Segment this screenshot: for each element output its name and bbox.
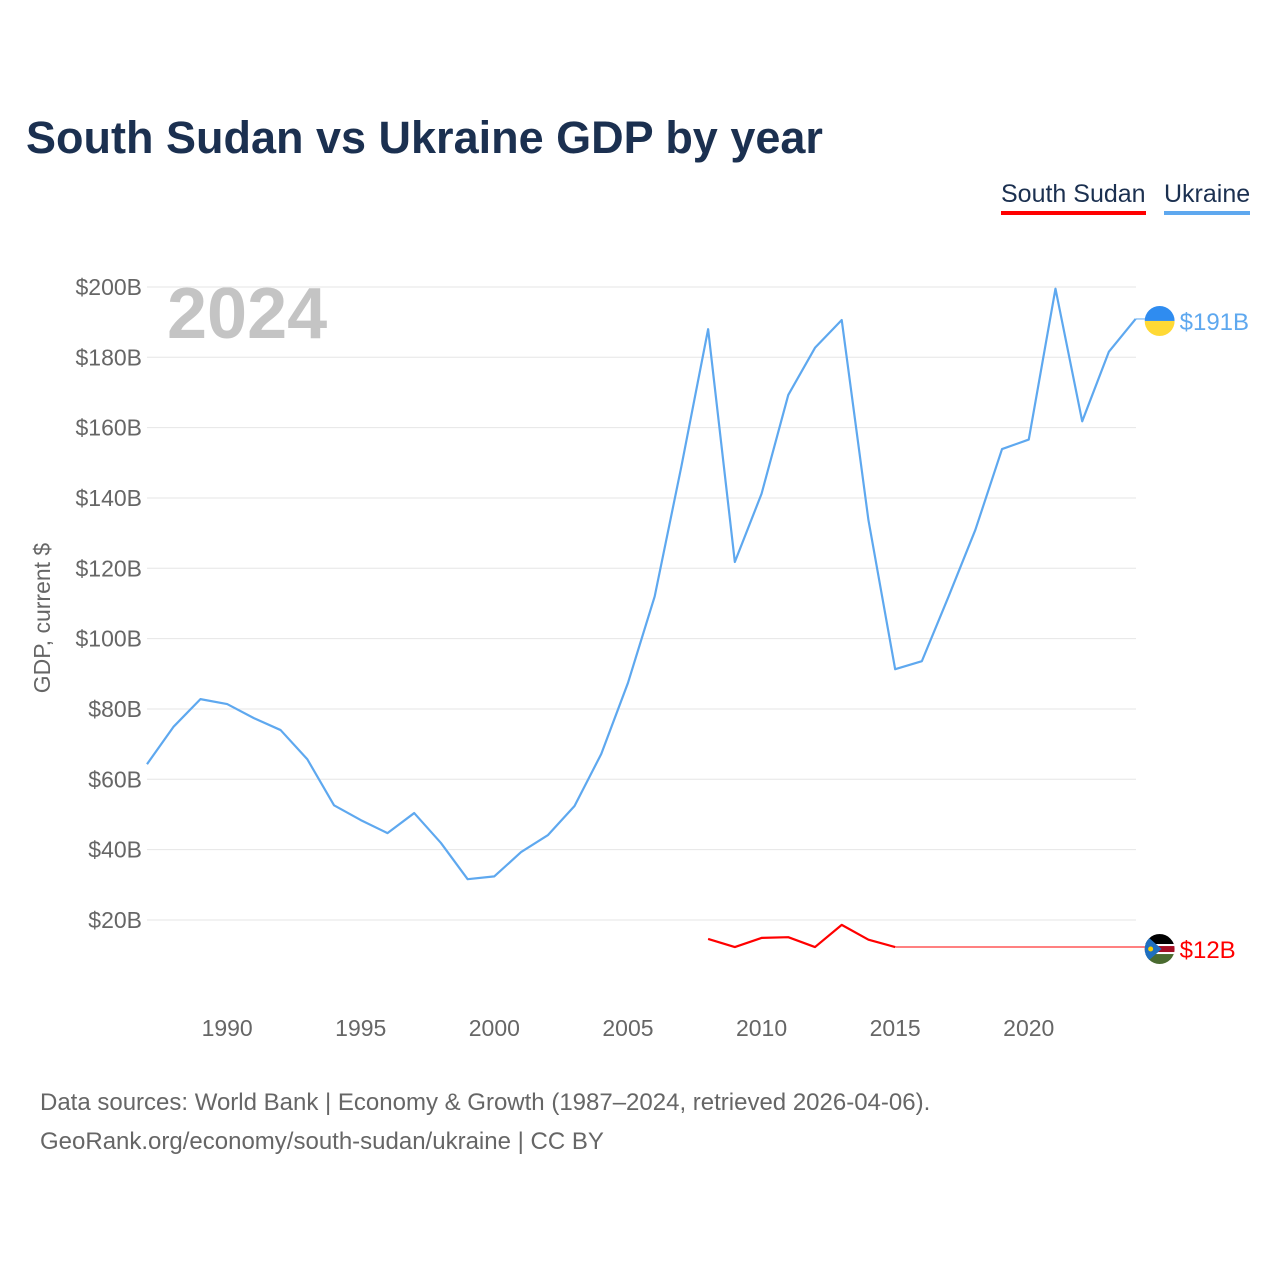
y-tick-label: $80B — [88, 696, 142, 722]
series-line-south-sudan — [707, 923, 896, 949]
y-tick-label: $120B — [75, 555, 142, 581]
x-tick-label: 2010 — [736, 1015, 787, 1041]
x-tick-label: 2020 — [1003, 1015, 1054, 1041]
south-sudan-flag-icon — [1144, 934, 1175, 965]
footer: Data sources: World Bank | Economy & Gro… — [40, 1083, 930, 1161]
series-line-ukraine — [146, 287, 1137, 881]
data-sources: Data sources: World Bank | Economy & Gro… — [40, 1089, 931, 1116]
y-tick-label: $160B — [75, 415, 142, 441]
legend-ukraine[interactable]: Ukraine — [1164, 180, 1251, 215]
x-tick-label: 2005 — [602, 1015, 653, 1041]
y-tick-label: $20B — [88, 907, 142, 933]
ukraine-flag-icon — [1144, 305, 1175, 336]
y-tick-label: $180B — [75, 344, 142, 370]
legend-south-sudan[interactable]: South Sudan — [1001, 180, 1146, 215]
y-tick-label: $200B — [75, 274, 142, 300]
x-tick-label: 1990 — [202, 1015, 253, 1041]
y-tick-label: $60B — [88, 766, 142, 792]
year-watermark: 2024 — [167, 274, 327, 354]
y-tick-label: $140B — [75, 485, 142, 511]
end-value-label: $12B — [1180, 937, 1236, 964]
chart-title: South Sudan vs Ukraine GDP by year — [26, 112, 823, 163]
source-link[interactable]: GeoRank.org/economy/south-sudan/ukraine … — [40, 1128, 604, 1155]
y-tick-label: $100B — [75, 626, 142, 652]
x-tick-label: 2000 — [469, 1015, 520, 1041]
y-axis-label: GDP, current $ — [29, 543, 55, 694]
x-tick-label: 1995 — [335, 1015, 386, 1041]
y-tick-label: $40B — [88, 837, 142, 863]
x-tick-label: 2015 — [870, 1015, 921, 1041]
end-value-label: $191B — [1180, 309, 1249, 336]
